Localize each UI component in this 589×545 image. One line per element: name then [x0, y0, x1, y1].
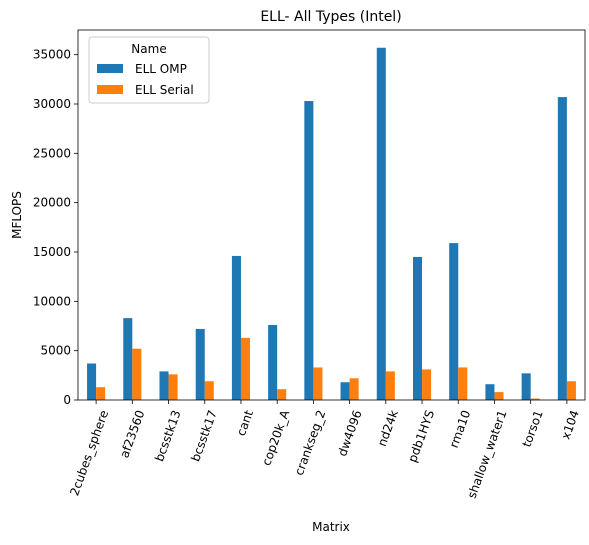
bar-serial-af23560 [132, 348, 142, 400]
legend: Name ELL OMP ELL Serial [88, 36, 210, 104]
bars-layer [87, 47, 576, 400]
legend-label-ell-serial: ELL Serial [135, 83, 194, 97]
bar-omp-bcsstk17 [195, 328, 205, 400]
x-axis: 2cubes_sphere af23560 bcsstk13 bcsstk17 cant… [67, 400, 582, 500]
bar-serial-dw4096 [349, 378, 359, 400]
x-tick-label-nd24k: nd24k [375, 408, 401, 448]
plot-frame [77, 29, 586, 401]
legend-title: Name [131, 42, 166, 56]
bar-omp-x104 [557, 97, 567, 400]
x-tick-label-af23560: af23560 [117, 408, 147, 460]
bar-serial-crankseg_2 [313, 367, 323, 400]
y-tick-label: 10000 [33, 294, 71, 308]
bar-serial-bcsstk17 [204, 381, 214, 400]
chart-title: ELL- All Types (Intel) [260, 9, 401, 25]
y-tick-label: 0 [63, 393, 71, 407]
bar-serial-cop20k_A [277, 389, 287, 400]
bar-omp-nd24k [376, 47, 386, 400]
x-tick-label-x104: x104 [559, 408, 582, 441]
bar-omp-2cubes_sphere [87, 363, 97, 400]
bar-serial-cant [240, 337, 251, 400]
bar-serial-2cubes_sphere [96, 387, 106, 400]
x-axis-label: Matrix [312, 520, 350, 534]
bar-omp-crankseg_2 [304, 101, 314, 400]
bar-serial-bcsstk13 [168, 374, 178, 400]
bar-omp-dw4096 [340, 382, 350, 400]
bar-omp-torso1 [521, 373, 531, 400]
x-tick-label-torso1: torso1 [520, 408, 546, 449]
bar-omp-cant [231, 255, 241, 400]
bar-serial-torso1 [530, 398, 540, 400]
x-tick-label-2cubes_sphere: 2cubes_sphere [67, 408, 111, 497]
legend-swatch-ell-serial [97, 85, 123, 94]
y-tick-label: 20000 [33, 196, 71, 210]
y-tick-label: 5000 [40, 344, 71, 358]
y-tick-label: 25000 [33, 146, 71, 160]
bar-omp-af23560 [123, 318, 133, 400]
x-tick-label-bcsstk17: bcsstk17 [188, 408, 220, 463]
x-tick-label-bcsstk13: bcsstk13 [152, 408, 184, 463]
bar-serial-x104 [566, 381, 576, 400]
y-axis-label: MFLOPS [10, 191, 24, 239]
x-tick-label-crankseg_2: crankseg_2 [292, 408, 329, 477]
y-axis: 0 5000 10000 15000 20000 25000 30000 35000 [33, 48, 78, 407]
bar-omp-shallow_water1 [485, 384, 495, 400]
y-tick-label: 30000 [33, 97, 71, 111]
bar-serial-shallow_water1 [494, 392, 504, 400]
y-tick-label: 15000 [33, 245, 71, 259]
x-tick-label-cant: cant [234, 408, 256, 438]
legend-label-ell-omp: ELL OMP [135, 62, 187, 76]
x-tick-label-cop20k_A: cop20k_A [259, 408, 292, 468]
legend-swatch-ell-omp [97, 64, 123, 73]
bar-omp-rma10 [449, 243, 459, 400]
bar-omp-cop20k_A [268, 325, 278, 400]
bar-serial-pdb1HYS [422, 369, 432, 400]
x-tick-label-dw4096: dw4096 [335, 408, 365, 458]
bar-omp-bcsstk13 [159, 371, 169, 400]
y-tick-label: 35000 [33, 48, 71, 62]
bar-serial-rma10 [458, 367, 468, 400]
x-tick-label-shallow_water1: shallow_water1 [465, 408, 510, 500]
x-tick-label-pdb1HYS: pdb1HYS [405, 408, 437, 464]
bar-serial-nd24k [385, 371, 395, 400]
x-tick-label-rma10: rma10 [447, 408, 474, 449]
bar-omp-pdb1HYS [412, 256, 423, 400]
